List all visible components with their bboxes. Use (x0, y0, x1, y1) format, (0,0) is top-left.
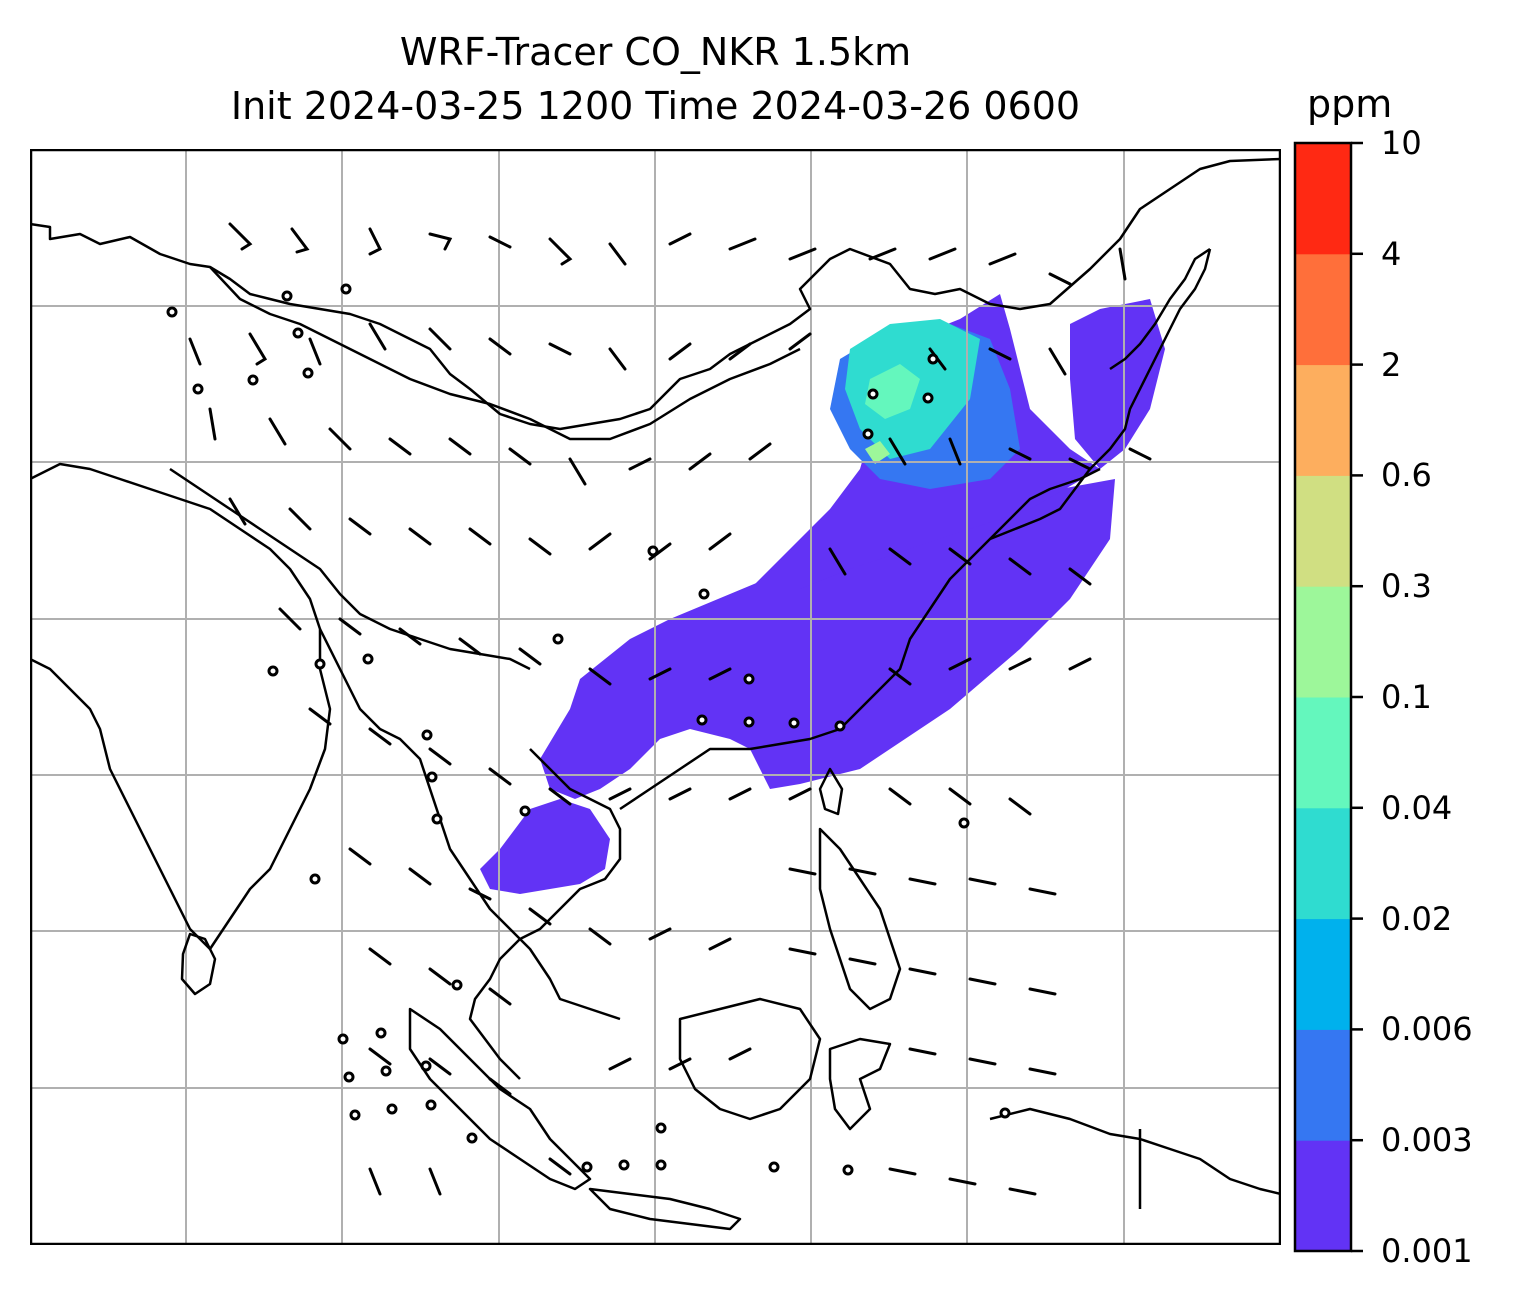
border-himalaya (169, 467, 531, 671)
colorbar-bins (1295, 143, 1351, 1252)
colorbar-bin (1295, 364, 1351, 476)
colorbar-tick-label: 0.1 (1381, 678, 1432, 716)
colorbar-unit: ppm (1307, 82, 1393, 126)
coastline-korea (989, 248, 1212, 541)
coastline-china-east (619, 467, 1101, 811)
colorbar-bin (1295, 697, 1351, 809)
map-panel (30, 149, 1281, 1245)
map-frame (30, 149, 1281, 1245)
coastline-sulawesi (828, 1037, 892, 1131)
co-plume-north-peak (865, 441, 890, 464)
colorbar-ticks (1351, 141, 1363, 1253)
colorbar-tick-label: 0.02 (1381, 899, 1453, 938)
coastline-taiwan (818, 767, 844, 816)
colorbar-tick-label: 0.001 (1381, 1232, 1473, 1270)
colorbar-bin (1295, 807, 1351, 920)
coastline-sri-lanka (180, 932, 217, 996)
colorbar-tick-label: 0.3 (1381, 567, 1432, 606)
colorbar-bin (1295, 143, 1351, 255)
coastline-new-guinea (989, 1107, 1281, 1196)
wind-barbs (188, 222, 1152, 1196)
coastlines (30, 157, 1281, 1231)
map-title-line1: WRF-Tracer CO_NKR 1.5km (399, 30, 912, 74)
colorbar-tick-label: 10 (1381, 124, 1422, 162)
colorbar-bin (1295, 918, 1351, 1030)
colorbar-tick-label: 2 (1381, 345, 1402, 384)
coastline-bay-of-bengal (318, 628, 621, 1021)
colorbar (1293, 141, 1363, 1253)
colorbar-bin (1295, 586, 1351, 698)
colorbar-tick-label: 4 (1381, 234, 1402, 273)
map-title-line2: Init 2024-03-25 1200 Time 2024-03-26 060… (230, 84, 1081, 128)
calm-wind-markers (166, 283, 1011, 1176)
co-plume-indochina (480, 799, 610, 894)
coastline-india (30, 462, 332, 951)
coastline-java (588, 1187, 742, 1231)
coastline-japan (1109, 247, 1211, 371)
coastline-philippines (818, 827, 902, 1011)
coastline-indochina (468, 748, 622, 1080)
colorbar-tick-label: 0.6 (1381, 456, 1432, 495)
coastline-borneo (678, 997, 822, 1121)
colorbar-bin (1295, 475, 1351, 587)
colorbar-bin (1295, 1140, 1351, 1252)
colorbar-tick-label: 0.003 (1381, 1121, 1473, 1160)
colorbar-tick-label: 0.006 (1381, 1010, 1473, 1049)
co-plume-north-hot (865, 364, 920, 419)
border-mongolia (209, 266, 801, 441)
colorbar-tick-label: 0.04 (1381, 788, 1453, 827)
gridlines (30, 149, 1281, 1245)
coastline-sumatra (408, 1007, 592, 1191)
colorbar-bin (1295, 1029, 1351, 1141)
colorbar-bin (1295, 253, 1351, 366)
